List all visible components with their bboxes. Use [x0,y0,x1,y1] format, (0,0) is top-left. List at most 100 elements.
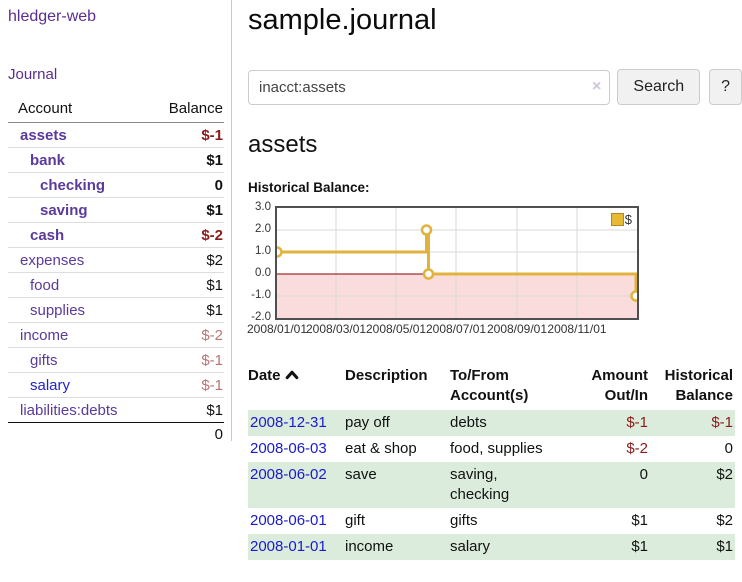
transaction-description: save [345,466,377,483]
transaction-description: pay off [345,414,390,431]
transaction-amount: $1 [631,512,648,529]
search-form: × Search ? [248,69,742,105]
y-tick-label: 2.0 [255,223,271,235]
transaction-row: 2008-12-31 pay off debts $-1 $-1 [248,410,735,436]
y-tick-label: 0.0 [255,267,271,279]
sidebar-item-journal[interactable]: Journal [8,66,58,83]
account-link[interactable]: food [30,276,60,294]
account-link[interactable]: income [20,326,69,344]
register-header-description: Description [345,367,428,384]
account-link[interactable]: liabilities:debts [20,401,118,419]
account-link[interactable]: saving [40,201,88,219]
y-tick-label: -2.0 [251,311,271,323]
transaction-accounts: salary [450,538,491,555]
account-balance: $-1 [151,122,224,148]
account-balance: 0 [151,172,224,198]
transaction-balance: $-1 [711,414,733,431]
account-row: liabilities:debts $1 [8,398,224,423]
account-balance: $2 [151,247,224,273]
register-header-accounts: To/From Account(s) [450,367,529,404]
transaction-amount: $-2 [626,440,648,457]
chart-x-axis-labels: 2008/01/01 2008/03/01 2008/05/01 2008/07/01… [247,322,639,338]
x-tick-label: 2008/01/01 [246,322,308,336]
transaction-date-link[interactable]: 2008-06-02 [250,466,327,483]
legend-swatch [610,213,624,226]
transaction-date-link[interactable]: 2008-06-01 [250,512,327,529]
page-title: sample.journal [248,4,437,36]
account-row: gifts $-1 [8,347,224,373]
account-link[interactable]: assets [20,126,67,144]
account-balance: $-1 [151,347,224,373]
transaction-date-link[interactable]: 2008-06-03 [250,440,327,457]
account-row: bank $1 [8,147,224,173]
account-balance: $1 [151,272,224,298]
account-row: saving $1 [8,197,224,223]
chart-heading: Historical Balance: [248,180,370,195]
accounts-header-account: Account [8,100,152,123]
account-link[interactable]: expenses [20,251,85,269]
chart-legend: $ [610,212,632,227]
main-content: sample.journal × Search ? assets Histori… [247,0,742,560]
account-balance: $1 [206,401,223,419]
transaction-amount: $1 [631,538,648,555]
app-brand-link[interactable]: hledger-web [8,8,97,25]
transaction-row: 2008-01-01 income salary $1 $1 [248,534,735,560]
sidebar: hledger-web Journal Account Balance asse… [0,0,232,447]
register-header-date[interactable]: Date [248,364,345,410]
account-balance: $1 [151,197,224,223]
transaction-balance: 0 [724,440,733,457]
account-row: income $-2 [8,322,224,348]
chart-plot-area: $ [275,206,639,320]
account-row: checking 0 [8,172,224,198]
account-row: salary $-1 [8,372,224,398]
account-balance: $-1 [151,372,224,398]
transaction-amount: $-1 [626,414,648,431]
account-link[interactable]: checking [40,176,106,194]
chart-y-axis-labels: 3.0 2.0 1.0 0.0 -1.0 -2.0 [248,201,275,323]
x-tick-label: 2008/09/01 [486,322,548,336]
help-button[interactable]: ? [709,69,742,105]
transaction-accounts: gifts [450,512,478,529]
transaction-description: eat & shop [345,440,417,457]
account-link[interactable]: bank [30,151,66,169]
transaction-accounts: food, supplies [450,440,543,457]
account-link[interactable]: supplies [30,301,86,319]
transaction-row: 2008-06-01 gift gifts $1 $2 [248,508,735,534]
account-heading: assets [248,131,318,158]
accounts-header-balance: Balance [151,100,224,123]
transaction-date-link[interactable]: 2008-01-01 [250,538,327,555]
accounts-total-value: 0 [8,422,224,447]
account-link[interactable]: cash [30,226,65,244]
accounts-total-row: 0 [8,422,224,447]
account-link[interactable]: gifts [30,351,58,369]
account-row: cash $-2 [8,222,224,248]
account-balance: $-2 [151,322,224,348]
account-row: expenses $2 [8,247,224,273]
clear-search-icon[interactable]: × [592,77,602,95]
transaction-row: 2008-06-02 save saving, checking 0 $2 [248,462,735,508]
register-header-amount: Amount Out/In [591,367,648,404]
search-button[interactable]: Search [617,69,701,105]
y-tick-label: 3.0 [255,201,271,213]
search-input[interactable] [248,69,611,105]
register-header-date-label: Date [248,367,281,384]
legend-label: $ [624,212,632,227]
x-tick-label: 2008/05/01 [365,322,427,336]
x-tick-label: 2008/03/01 [305,322,367,336]
transaction-description: income [345,538,394,555]
transaction-amount: 0 [639,466,648,483]
transaction-accounts: saving, checking [450,466,510,503]
transaction-balance: $2 [716,466,733,483]
transaction-balance: $2 [716,512,733,529]
y-tick-label: 1.0 [255,245,271,257]
account-link[interactable]: salary [30,376,71,394]
y-tick-label: -1.0 [251,289,271,301]
sort-ascending-icon [285,366,299,386]
account-row: assets $-1 [8,122,224,148]
account-row: food $1 [8,272,224,298]
account-balance: $1 [151,297,224,323]
transaction-date-link[interactable]: 2008-12-31 [250,414,327,431]
transaction-description: gift [345,512,366,529]
register-header-balance: Historical Balance [664,367,733,404]
accounts-table: Account Balance assets $-1 bank $1 checking 0… [8,100,224,447]
